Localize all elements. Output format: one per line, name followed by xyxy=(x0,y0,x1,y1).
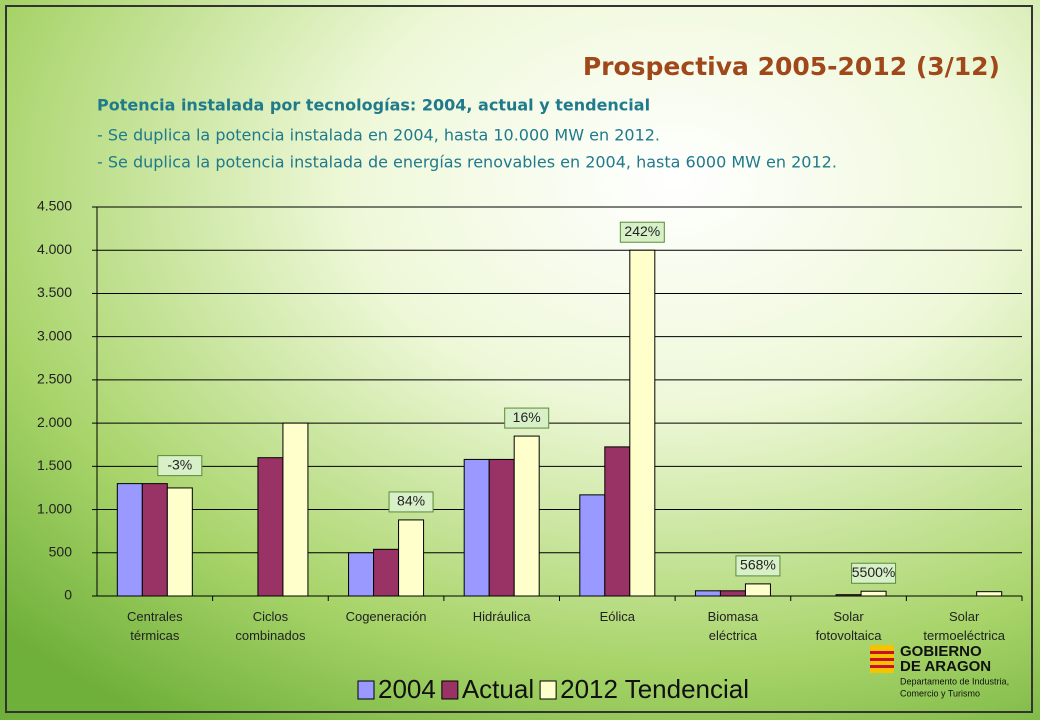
x-tick-label: Ciclos combinados xyxy=(235,609,306,643)
y-tick-label: 4.500 xyxy=(37,198,72,214)
x-tick-label: Eólica xyxy=(600,609,636,624)
bar xyxy=(744,583,771,597)
annotation-box xyxy=(504,407,550,429)
x-tick-label: Biomasa eléctrica xyxy=(708,609,759,643)
annotation: 568% xyxy=(740,557,776,573)
legend-label: Actual xyxy=(462,674,534,704)
bar xyxy=(282,422,309,597)
annotation-box xyxy=(619,221,665,243)
logo-text: DE ARAGON xyxy=(900,658,991,675)
annotation-box xyxy=(851,562,897,584)
logo-stripe xyxy=(870,658,894,661)
bar xyxy=(141,483,168,597)
x-tick-label: Centrales térmicas xyxy=(127,609,183,643)
y-tick-label: 500 xyxy=(49,543,73,559)
bar xyxy=(373,548,400,597)
bar xyxy=(719,590,746,597)
frame xyxy=(5,5,1033,713)
bar xyxy=(116,483,143,597)
legend-label: 2012 Tendencial xyxy=(560,674,749,704)
x-tick-label: Hidráulica xyxy=(473,609,532,624)
bar xyxy=(398,519,425,597)
annotation-box xyxy=(157,455,203,477)
annotation-box xyxy=(388,491,434,513)
y-tick-label: 0 xyxy=(64,587,72,603)
bar xyxy=(976,591,1003,597)
bar xyxy=(463,458,490,597)
bar xyxy=(513,435,540,597)
y-tick-label: 2.500 xyxy=(37,371,72,387)
y-tick-label: 3.000 xyxy=(37,327,72,343)
bar xyxy=(579,494,606,597)
bar xyxy=(488,458,515,597)
annotation: -3% xyxy=(167,456,192,472)
logo-text: GOBIERNO xyxy=(900,643,982,660)
bar xyxy=(604,446,631,597)
x-tick-label: Solar termoeléctrica xyxy=(923,609,1005,643)
bar xyxy=(166,487,193,597)
bar xyxy=(348,552,375,597)
bar xyxy=(257,457,284,597)
subtitle: Potencia instalada por tecnologías: 2004… xyxy=(97,96,650,115)
logo-stripe xyxy=(870,651,894,654)
annotation: 16% xyxy=(513,409,541,425)
text-line: - Se duplica la potencia instalada en 20… xyxy=(97,126,660,145)
bar xyxy=(860,590,887,597)
logo-text: Departamento de Industria, xyxy=(900,676,1009,686)
x-tick-label: Cogeneración xyxy=(346,609,427,624)
y-tick-label: 1.000 xyxy=(37,500,72,516)
logo-stripe xyxy=(870,665,894,668)
bar xyxy=(694,590,721,597)
annotation: 84% xyxy=(397,493,425,509)
legend-label: 2004 xyxy=(378,674,436,704)
y-tick-label: 3.500 xyxy=(37,284,72,300)
x-tick-label: Solar fotovoltaica xyxy=(816,609,883,643)
y-tick-label: 4.000 xyxy=(37,241,72,257)
title: Prospectiva 2005-2012 (3/12) xyxy=(583,52,1000,81)
text-line: - Se duplica la potencia instalada de en… xyxy=(97,153,837,172)
bar xyxy=(629,249,656,597)
legend-swatch xyxy=(357,680,375,700)
legend-swatch xyxy=(539,680,557,700)
y-tick-label: 1.500 xyxy=(37,457,72,473)
annotation: 5500% xyxy=(852,564,896,580)
legend-swatch xyxy=(441,680,459,700)
logo-text: Comercio y Turismo xyxy=(900,688,980,698)
logo: GOBIERNO DE ARAGON Departamento de Indus… xyxy=(870,643,1009,698)
annotation: 242% xyxy=(624,223,660,239)
annotation-box xyxy=(735,555,781,577)
y-tick-label: 2.000 xyxy=(37,414,72,430)
